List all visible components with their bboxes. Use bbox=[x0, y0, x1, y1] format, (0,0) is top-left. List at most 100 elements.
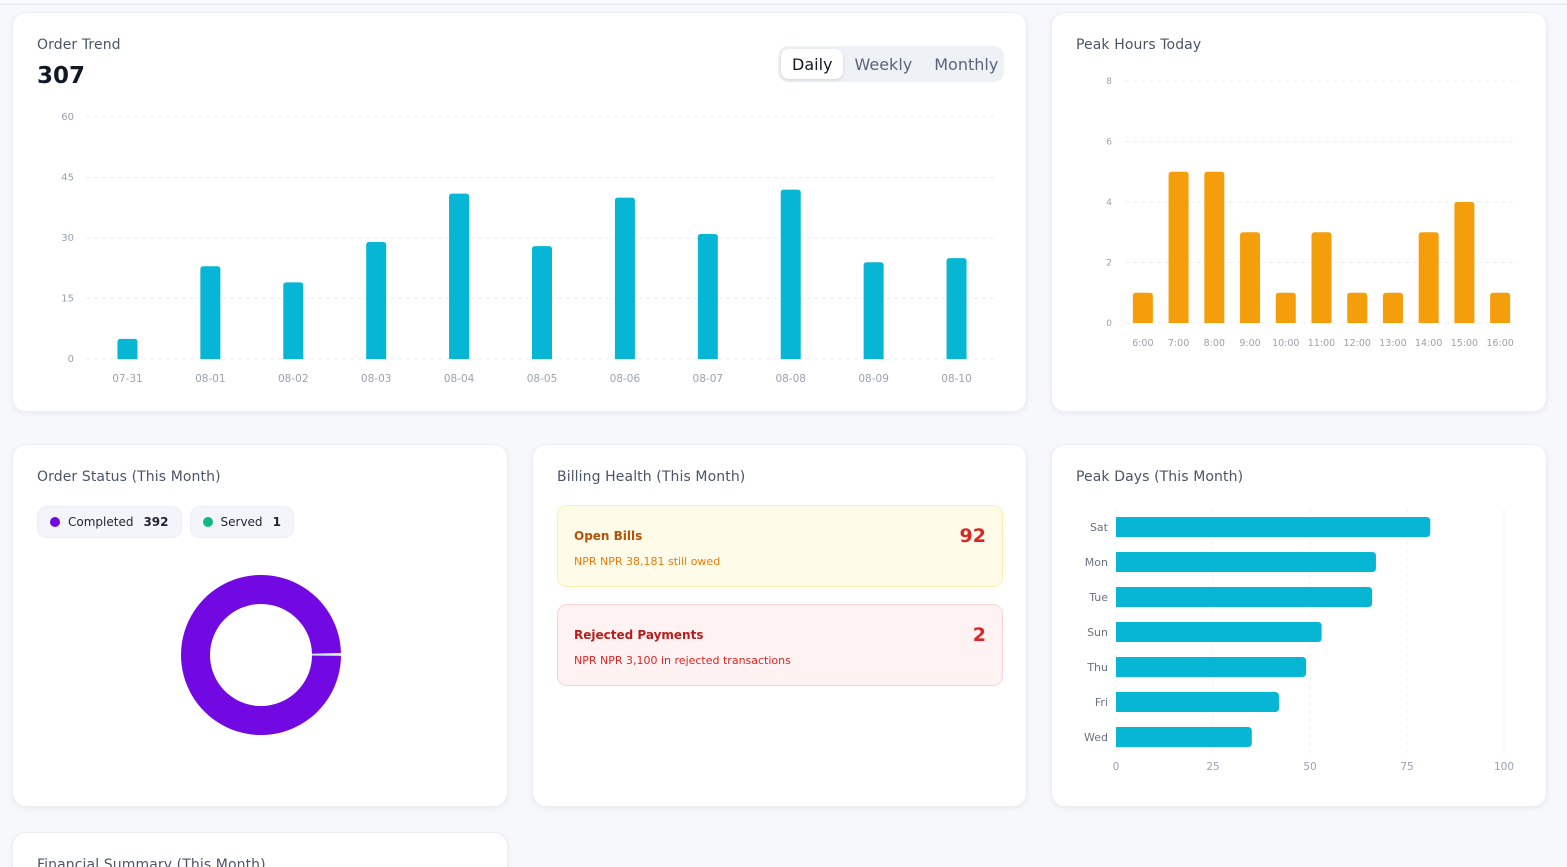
peak-days-bar bbox=[1116, 587, 1373, 607]
order-status-title: Order Status (This Month) bbox=[37, 469, 221, 485]
y-tick-label: Mon bbox=[1085, 556, 1108, 569]
order-trend-chart: 0 15 30 45 60 07-31 08-01 08-02 08-03 08-04 08-05 0… bbox=[61, 112, 998, 385]
peak-hours-bar bbox=[1490, 292, 1511, 323]
x-tick-label: 08-05 bbox=[527, 373, 558, 385]
x-tick-label: 75 bbox=[1400, 761, 1413, 773]
order-trend-bar bbox=[449, 193, 470, 359]
x-tick-label: 08-03 bbox=[361, 373, 392, 385]
billing-health-card: Billing Health (This Month) Open Bills N… bbox=[532, 444, 1027, 807]
peak-hours-chart: 0 2 4 6 8 6:00 7:00 8:00 9:00 10:00 11:00 12:00 13:0… bbox=[1106, 77, 1518, 349]
peak-days-title: Peak Days (This Month) bbox=[1076, 469, 1244, 485]
donut-slice-completed bbox=[181, 575, 341, 736]
legend-item-served[interactable]: Served 1 bbox=[189, 506, 294, 538]
x-tick-label: 8:00 bbox=[1204, 338, 1225, 349]
peak-days-bar bbox=[1116, 552, 1376, 572]
y-tick-label: 60 bbox=[61, 112, 74, 123]
x-tick-label: 50 bbox=[1303, 761, 1316, 773]
open-bills-count: 92 bbox=[959, 525, 986, 547]
order-trend-bar bbox=[614, 197, 635, 359]
x-tick-label: 15:00 bbox=[1451, 338, 1478, 349]
tab-weekly[interactable]: Weekly bbox=[854, 54, 913, 74]
order-trend-title: Order Trend bbox=[37, 37, 121, 53]
order-trend-bar bbox=[863, 262, 884, 359]
order-trend-bar bbox=[697, 233, 718, 359]
peak-hours-card: Peak Hours Today 0 2 4 6 8 6:00 7:00 8:00 9:00 10… bbox=[1051, 12, 1547, 412]
x-tick-label: 08-07 bbox=[693, 373, 724, 385]
x-tick-label: 0 bbox=[1113, 761, 1120, 773]
peak-hours-bar bbox=[1418, 232, 1439, 323]
y-tick-label: 30 bbox=[61, 233, 74, 244]
peak-hours-title: Peak Hours Today bbox=[1076, 37, 1202, 53]
legend-label: Served bbox=[220, 515, 263, 529]
x-tick-label: 08-02 bbox=[278, 373, 309, 385]
x-tick-label: 08-09 bbox=[858, 373, 889, 385]
x-tick-label: 07-31 bbox=[112, 373, 143, 385]
peak-hours-bar bbox=[1240, 232, 1261, 323]
peak-hours-bar bbox=[1275, 292, 1296, 323]
order-trend-total: 307 bbox=[37, 63, 86, 89]
peak-days-bar bbox=[1116, 622, 1322, 642]
x-tick-label: 08-04 bbox=[444, 373, 475, 385]
y-tick-label: 45 bbox=[61, 173, 74, 184]
peak-days-bar bbox=[1116, 657, 1307, 677]
x-tick-label: 08-08 bbox=[775, 373, 806, 385]
x-tick-label: 13:00 bbox=[1379, 338, 1406, 349]
x-tick-label: 9:00 bbox=[1239, 338, 1260, 349]
open-bills-box[interactable]: Open Bills NPR NPR 38,181 still owed 92 bbox=[557, 505, 1003, 587]
peak-hours-bar bbox=[1382, 292, 1403, 323]
rejected-payments-box[interactable]: Rejected Payments NPR NPR 3,100 in rejec… bbox=[557, 604, 1003, 686]
peak-days-card: Peak Days (This Month) 0 25 50 75 100 Sat Mon T… bbox=[1051, 444, 1547, 807]
legend-count: 1 bbox=[272, 515, 281, 529]
rejected-payments-label: Rejected Payments bbox=[574, 628, 704, 642]
y-tick-label: 15 bbox=[61, 294, 74, 305]
peak-days-bar bbox=[1116, 692, 1279, 712]
tab-monthly[interactable]: Monthly bbox=[934, 54, 999, 74]
x-tick-label: 08-01 bbox=[195, 373, 226, 385]
y-tick-label: 8 bbox=[1106, 77, 1112, 87]
peak-hours-bar bbox=[1347, 292, 1368, 323]
financial-summary-card: Financial Summary (This Month) bbox=[12, 832, 508, 867]
legend-dot bbox=[50, 517, 60, 527]
order-trend-bar bbox=[532, 246, 552, 359]
order-trend-card: Order Trend 307 Daily Weekly Monthly 0 15… bbox=[12, 12, 1027, 412]
y-tick-label: 2 bbox=[1106, 259, 1112, 269]
tab-daily[interactable]: Daily bbox=[781, 49, 844, 79]
y-tick-label: Tue bbox=[1088, 591, 1108, 604]
x-tick-label: 08-06 bbox=[610, 373, 641, 385]
y-tick-label: 6 bbox=[1106, 138, 1112, 148]
x-tick-label: 16:00 bbox=[1486, 338, 1513, 349]
x-tick-label: 12:00 bbox=[1344, 338, 1371, 349]
y-tick-label: Sun bbox=[1087, 626, 1108, 639]
x-tick-label: 10:00 bbox=[1272, 338, 1299, 349]
legend-item-completed[interactable]: Completed 392 bbox=[37, 506, 182, 538]
peak-hours-bar bbox=[1132, 292, 1153, 323]
x-tick-label: 25 bbox=[1206, 761, 1219, 773]
peak-hours-bar bbox=[1454, 202, 1475, 323]
open-bills-sub: NPR NPR 38,181 still owed bbox=[574, 555, 721, 568]
order-trend-bar bbox=[283, 282, 304, 359]
peak-days-bar bbox=[1116, 727, 1252, 747]
order-status-donut bbox=[181, 575, 341, 736]
x-tick-label: 11:00 bbox=[1308, 338, 1335, 349]
top-divider bbox=[0, 4, 1567, 5]
order-trend-bar bbox=[366, 242, 387, 359]
y-tick-label: Thu bbox=[1086, 661, 1108, 674]
y-tick-label: 4 bbox=[1106, 198, 1112, 208]
legend-label: Completed bbox=[68, 515, 134, 529]
peak-days-bar bbox=[1116, 517, 1431, 537]
financial-summary-title: Financial Summary (This Month) bbox=[37, 857, 266, 867]
order-trend-bar bbox=[200, 266, 221, 359]
order-trend-bar bbox=[117, 338, 138, 359]
x-tick-label: 08-10 bbox=[941, 373, 972, 385]
x-tick-label: 7:00 bbox=[1168, 338, 1189, 349]
y-tick-label: Fri bbox=[1095, 696, 1108, 709]
peak-hours-bar bbox=[1168, 171, 1189, 323]
order-status-card: Order Status (This Month) Completed 392 … bbox=[12, 444, 508, 807]
peak-hours-bar bbox=[1204, 171, 1225, 323]
period-toggle: Daily Weekly Monthly bbox=[778, 46, 1004, 82]
order-trend-bar bbox=[946, 258, 967, 359]
order-trend-bar bbox=[780, 189, 801, 359]
peak-hours-bar bbox=[1311, 232, 1332, 323]
y-tick-label: Wed bbox=[1084, 731, 1108, 744]
x-tick-label: 100 bbox=[1494, 761, 1514, 773]
